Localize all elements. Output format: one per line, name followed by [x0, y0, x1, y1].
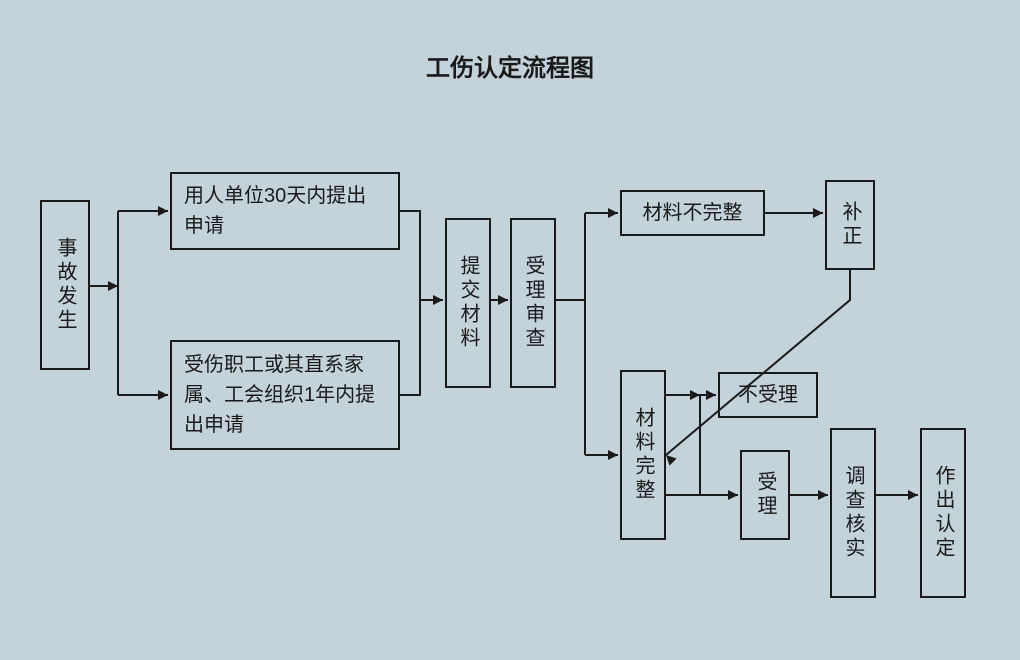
node-submit: 提交材料 [445, 218, 491, 388]
arrowhead-3 [158, 390, 168, 400]
arrowhead-2 [158, 206, 168, 216]
arrowhead-19 [908, 490, 918, 500]
edge-4 [400, 211, 420, 300]
arrowhead-12 [813, 208, 823, 218]
arrowhead-16 [706, 390, 716, 400]
arrowhead-10 [608, 208, 618, 218]
node-employer: 用人单位30天内提出申请 [170, 172, 400, 250]
edge-5 [400, 300, 420, 395]
edge-15 [666, 395, 700, 495]
arrowhead-17 [728, 490, 738, 500]
node-complete: 材料完整 [620, 370, 666, 540]
edge-13 [666, 270, 850, 455]
node-accepted: 受理 [740, 450, 790, 540]
arrowhead-0 [108, 281, 118, 291]
node-rejected: 不受理 [718, 372, 818, 418]
node-review: 受理审查 [510, 218, 556, 388]
node-investigate: 调查核实 [830, 428, 876, 598]
arrowhead-6 [433, 295, 443, 305]
arrowhead-7 [498, 295, 508, 305]
node-accident: 事故发生 [40, 200, 90, 370]
node-worker: 受伤职工或其直系家属、工会组织1年内提出申请 [170, 340, 400, 450]
node-decide: 作出认定 [920, 428, 966, 598]
arrowhead-18 [818, 490, 828, 500]
arrowhead-14 [690, 390, 700, 400]
node-incomplete: 材料不完整 [620, 190, 765, 236]
diagram-title: 工伤认定流程图 [0, 48, 1020, 83]
node-correct: 补正 [825, 180, 875, 270]
arrowhead-11 [608, 450, 618, 460]
